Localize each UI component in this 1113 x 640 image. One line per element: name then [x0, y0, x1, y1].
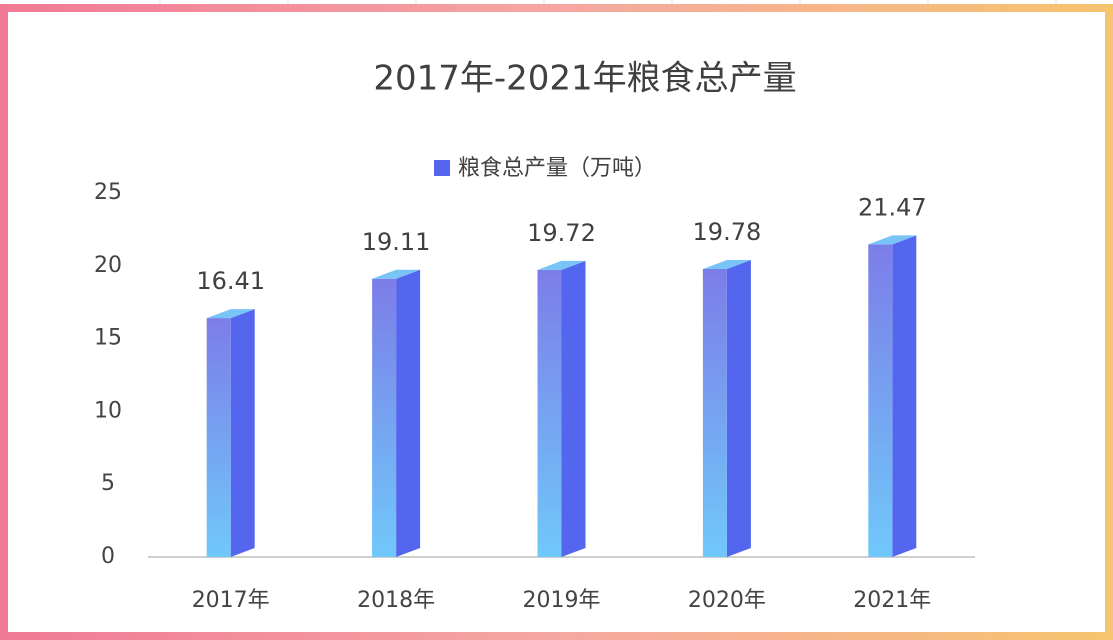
bar-front — [206, 318, 231, 557]
y-tick-label: 10 — [94, 398, 122, 423]
x-tick-label: 2019年 — [523, 588, 601, 613]
y-tick-label: 25 — [94, 180, 122, 205]
x-tick-label: 2021年 — [853, 588, 931, 613]
bar-top — [372, 269, 421, 279]
x-tick-label: 2017年 — [192, 588, 270, 613]
x-tick-label: 2020年 — [688, 588, 766, 613]
bar-front — [372, 278, 397, 557]
chart-title: 2017年-2021年粮食总产量 — [373, 59, 796, 99]
bar — [372, 269, 421, 557]
y-tick-label: 15 — [94, 326, 122, 351]
bar-top — [537, 260, 586, 270]
y-tick-label: 5 — [101, 471, 115, 496]
value-label: 21.47 — [858, 193, 927, 221]
bar-front — [702, 269, 727, 557]
bar-side — [230, 309, 255, 557]
bar — [206, 309, 255, 557]
value-label: 19.78 — [693, 218, 762, 246]
legend: 粮食总产量（万吨） — [434, 156, 656, 181]
value-label: 16.41 — [196, 267, 265, 295]
bar-top — [206, 309, 255, 319]
y-tick-label: 20 — [94, 253, 122, 278]
bar-top — [868, 235, 917, 245]
legend-label: 粮食总产量（万吨） — [458, 156, 656, 181]
bar — [537, 260, 586, 557]
sheet-grid — [159, 0, 1057, 4]
bar-side — [726, 260, 751, 557]
bar-side — [561, 260, 586, 557]
bar-side — [396, 269, 421, 557]
bar-front — [537, 269, 562, 557]
bar — [702, 260, 751, 557]
bar-side — [892, 235, 917, 558]
legend-swatch — [434, 160, 450, 176]
bar — [868, 235, 917, 558]
value-label: 19.72 — [527, 219, 596, 247]
y-tick-label: 0 — [101, 544, 115, 569]
value-label: 19.11 — [362, 228, 431, 256]
bar-front — [868, 244, 893, 558]
x-tick-label: 2018年 — [357, 588, 435, 613]
bar-top — [702, 260, 751, 270]
